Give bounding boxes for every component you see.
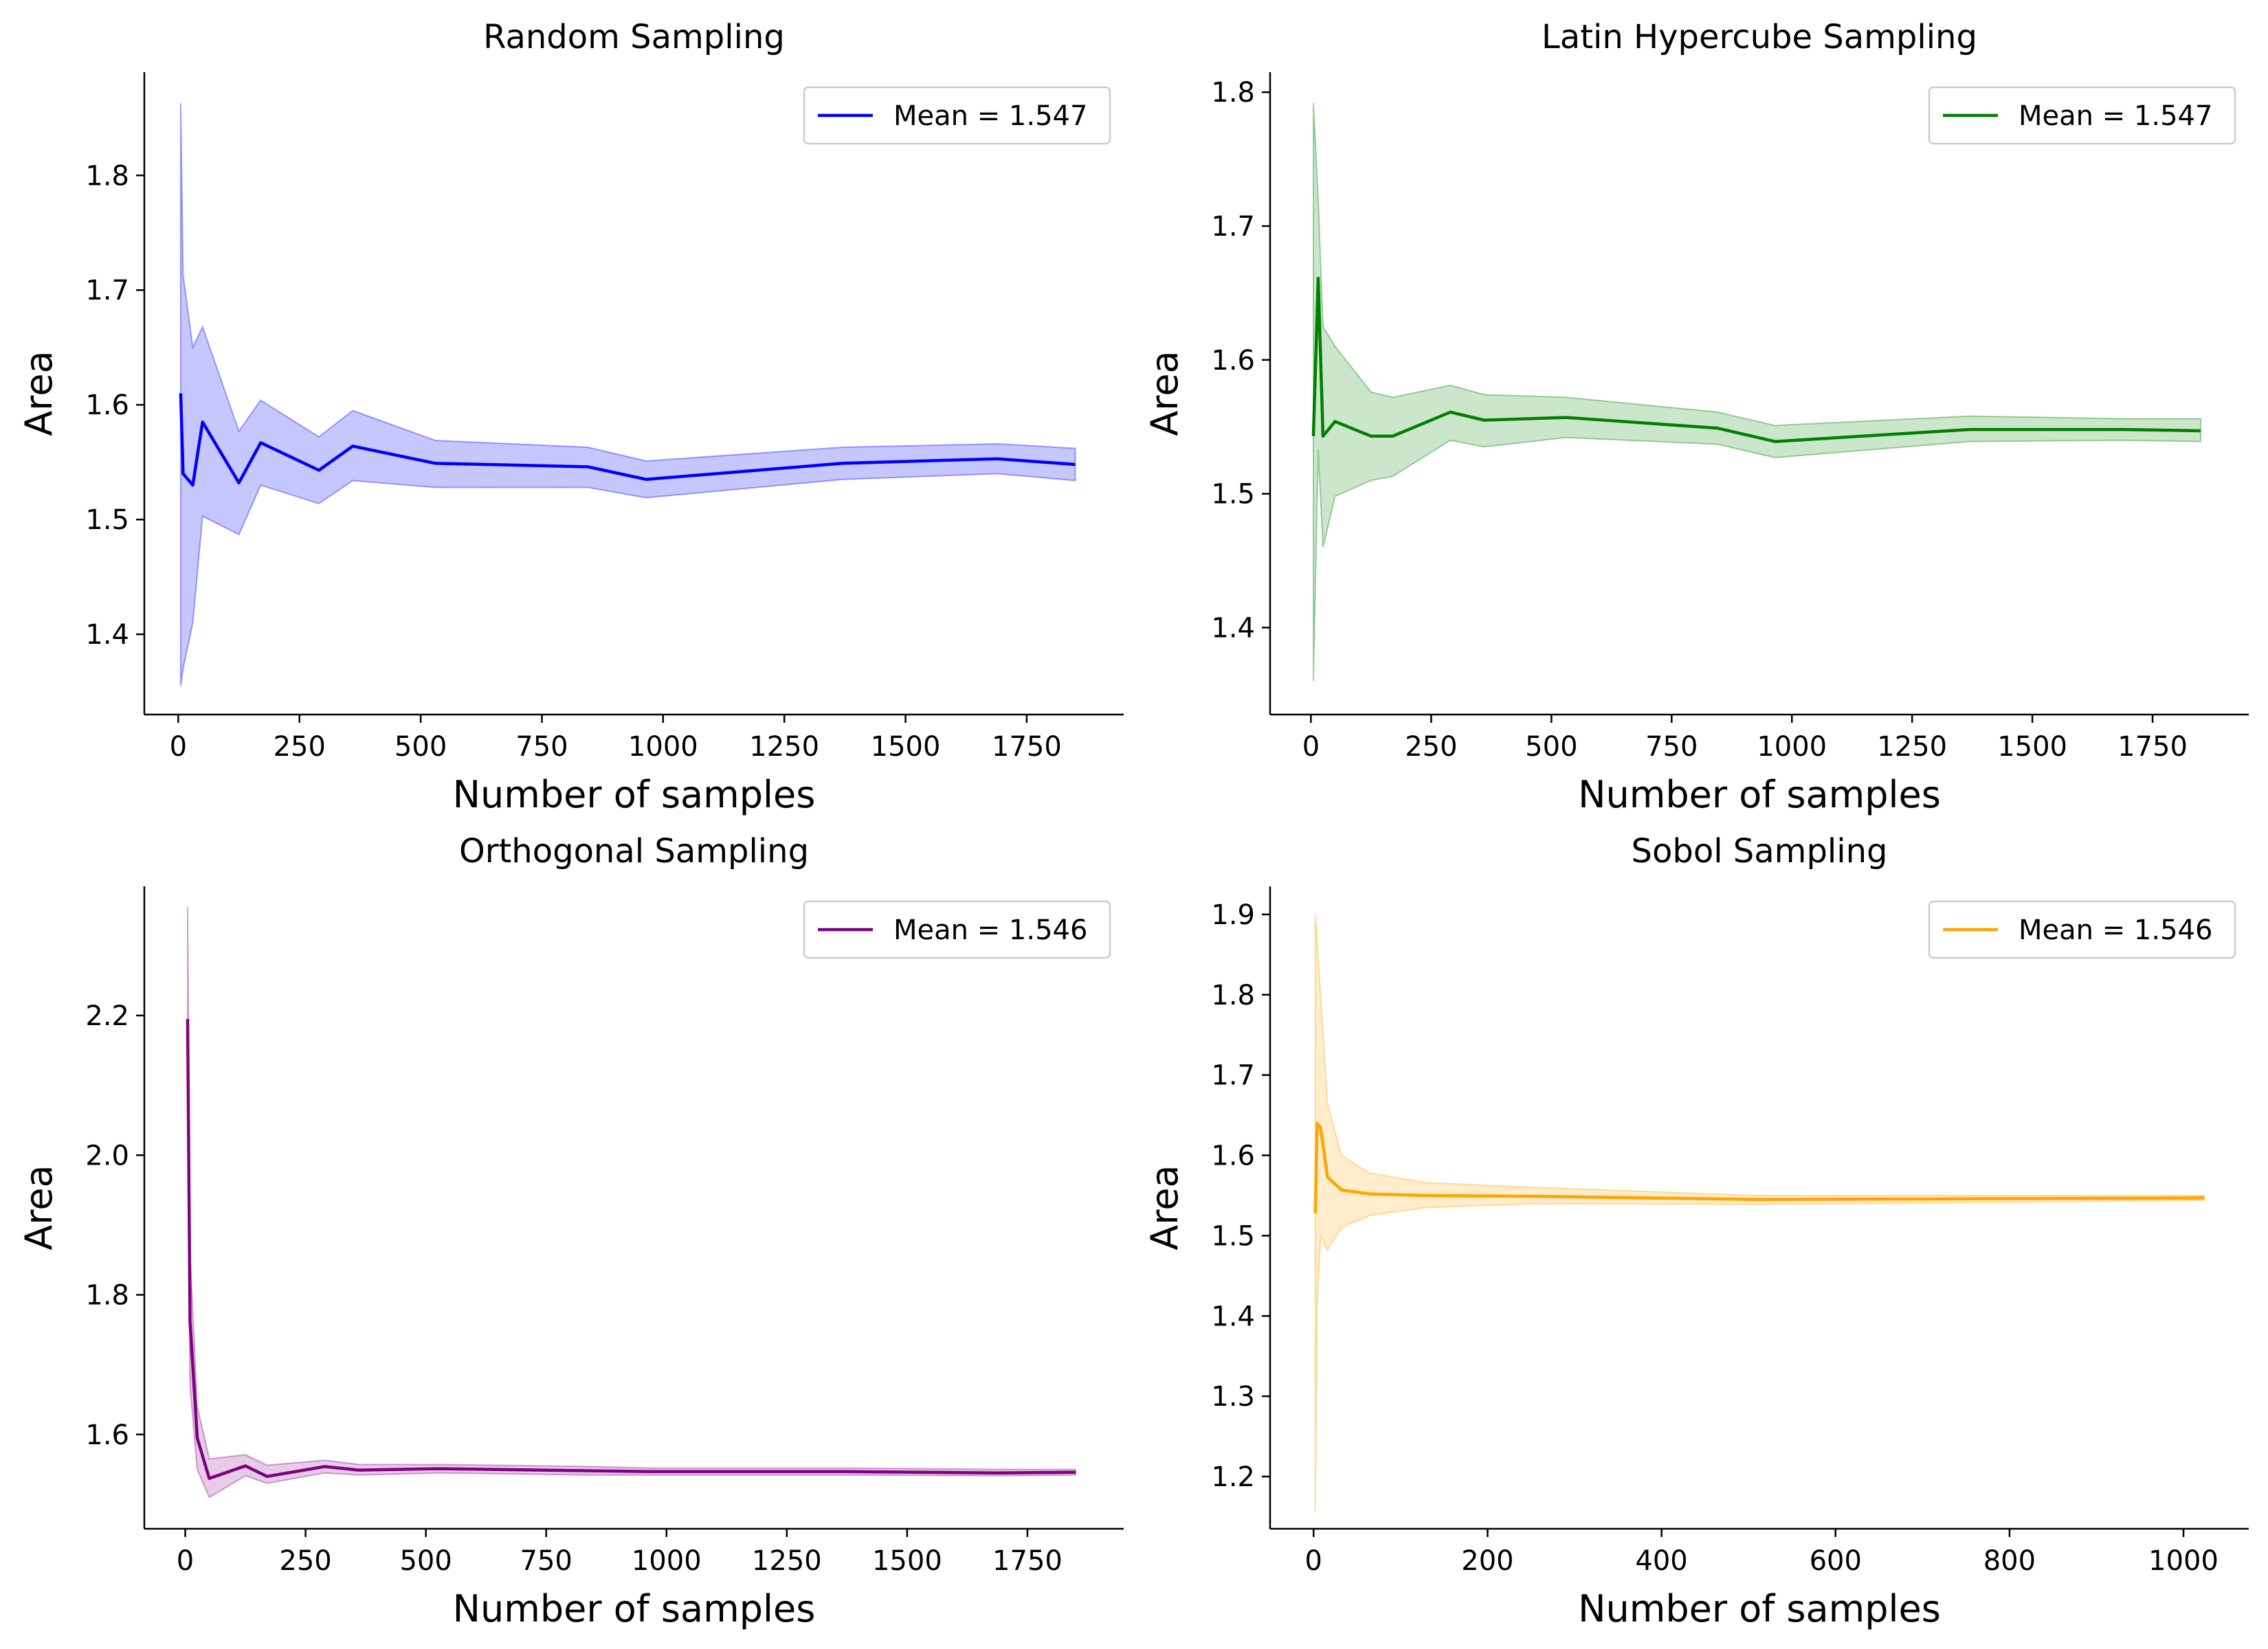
y-tick-label: 1.8 xyxy=(85,1280,129,1312)
y-axis-label: Area xyxy=(17,350,60,436)
x-tick-label: 1500 xyxy=(871,731,941,763)
x-tick-label: 1750 xyxy=(992,731,1062,763)
y-tick-label: 1.2 xyxy=(1211,1461,1255,1493)
y-axis-label: Area xyxy=(1143,350,1186,436)
x-tick-label: 1500 xyxy=(872,1545,942,1577)
y-tick-label: 1.6 xyxy=(85,390,129,421)
x-tick-label: 250 xyxy=(1405,731,1457,763)
x-tick-label: 500 xyxy=(394,731,447,763)
y-axis-label: Area xyxy=(1143,1165,1186,1250)
mean-line xyxy=(179,393,1076,487)
x-axis-label: Number of samples xyxy=(453,1587,816,1630)
x-tick-label: 1750 xyxy=(992,1545,1063,1577)
x-tick-label: 750 xyxy=(515,731,568,763)
subplot-4: 0 200 400 600 800 1000 1.2 1.3 1.4 1.5 1.6 1.7 1.8 1.… xyxy=(1143,832,2249,1630)
mean-line xyxy=(1311,276,2201,443)
x-tick-label: 500 xyxy=(1525,731,1577,763)
x-tick-label: 0 xyxy=(170,731,187,763)
x-tick-label: 1000 xyxy=(628,731,698,763)
y-tick-label: 1.5 xyxy=(85,504,129,536)
y-tick-label: 2.0 xyxy=(85,1140,129,1171)
legend-box xyxy=(803,86,1111,145)
subplot-1: 0 250 500 750 1000 1250 1500 1750 1.4 1.5 1.6 1.7 1.… xyxy=(17,18,1124,816)
legend-entry: Mean = 1.546 xyxy=(893,915,1087,946)
x-tick-label: 600 xyxy=(1810,1545,1862,1577)
x-tick-label: 0 xyxy=(1302,731,1320,763)
chart-title: Random Sampling xyxy=(483,18,785,56)
x-tick-label: 1250 xyxy=(1877,731,1947,763)
y-tick-label: 1.4 xyxy=(85,619,129,651)
y-tick-label: 1.8 xyxy=(85,160,129,192)
y-tick-label: 1.5 xyxy=(1211,1220,1255,1252)
x-axis-label: Number of samples xyxy=(1578,773,1941,816)
y-tick-label: 1.5 xyxy=(1211,479,1255,511)
legend-box xyxy=(803,900,1111,959)
legend-entry: Mean = 1.546 xyxy=(2019,915,2212,946)
x-tick-label: 1000 xyxy=(2148,1545,2219,1577)
confidence-band xyxy=(187,907,1076,1499)
x-tick-label: 750 xyxy=(1645,731,1698,763)
chart-title: Latin Hypercube Sampling xyxy=(1542,18,1977,56)
subplot-3: 0 250 500 750 1000 1250 1500 1750 1.6 1.8 2.0 2.2 Or… xyxy=(17,832,1124,1630)
x-tick-label: 200 xyxy=(1461,1545,1513,1577)
x-tick-label: 250 xyxy=(279,1545,331,1577)
y-tick-label: 1.8 xyxy=(1211,980,1255,1011)
x-tick-label: 500 xyxy=(399,1545,452,1577)
y-tick-label: 1.4 xyxy=(1211,1301,1255,1332)
subplot-2: 0 250 500 750 1000 1250 1500 1750 1.4 1.5 1.6 1.7 1.… xyxy=(1143,18,2249,816)
y-tick-label: 1.9 xyxy=(1211,899,1255,931)
y-tick-label: 1.6 xyxy=(85,1420,129,1451)
y-tick-label: 1.6 xyxy=(1211,1141,1255,1172)
y-tick-label: 1.6 xyxy=(1211,345,1255,377)
x-tick-label: 1500 xyxy=(1997,731,2067,763)
x-tick-label: 400 xyxy=(1635,1545,1687,1577)
legend: Mean = 1.546 xyxy=(803,900,1111,959)
x-tick-label: 1250 xyxy=(749,731,819,763)
x-tick-label: 750 xyxy=(520,1545,572,1577)
x-tick-label: 800 xyxy=(1983,1545,2036,1577)
legend: Mean = 1.547 xyxy=(803,86,1111,145)
y-axis-label: Area xyxy=(17,1165,60,1250)
y-tick-label: 1.7 xyxy=(85,275,129,306)
x-tick-label: 1250 xyxy=(752,1545,822,1577)
y-tick-label: 1.8 xyxy=(1211,77,1255,109)
confidence-band xyxy=(179,103,1076,686)
legend: Mean = 1.546 xyxy=(1928,900,2236,959)
chart-title: Orthogonal Sampling xyxy=(459,832,809,871)
y-tick-label: 1.7 xyxy=(1211,1060,1255,1092)
legend: Mean = 1.547 xyxy=(1928,86,2236,145)
legend-box xyxy=(1928,900,2236,959)
x-tick-label: 1750 xyxy=(2117,731,2188,763)
legend-box xyxy=(1928,86,2236,145)
x-tick-label: 0 xyxy=(177,1545,194,1577)
y-tick-label: 1.7 xyxy=(1211,211,1255,243)
mean-line xyxy=(186,1019,1076,1481)
legend-entry: Mean = 1.547 xyxy=(893,100,1087,132)
y-tick-label: 1.3 xyxy=(1211,1381,1255,1413)
x-tick-label: 250 xyxy=(274,731,326,763)
chart-title: Sobol Sampling xyxy=(1632,832,1888,871)
mean-line xyxy=(1313,1121,2205,1213)
confidence-band xyxy=(1313,102,2201,682)
x-tick-label: 0 xyxy=(1305,1545,1322,1577)
x-tick-label: 1000 xyxy=(632,1545,702,1577)
confidence-band xyxy=(1314,914,2205,1513)
x-tick-label: 1000 xyxy=(1757,731,1827,763)
y-tick-label: 2.2 xyxy=(85,1000,129,1032)
y-tick-label: 1.4 xyxy=(1211,612,1255,644)
legend-entry: Mean = 1.547 xyxy=(2019,100,2212,132)
x-axis-label: Number of samples xyxy=(1578,1587,1941,1630)
x-axis-label: Number of samples xyxy=(453,773,816,816)
